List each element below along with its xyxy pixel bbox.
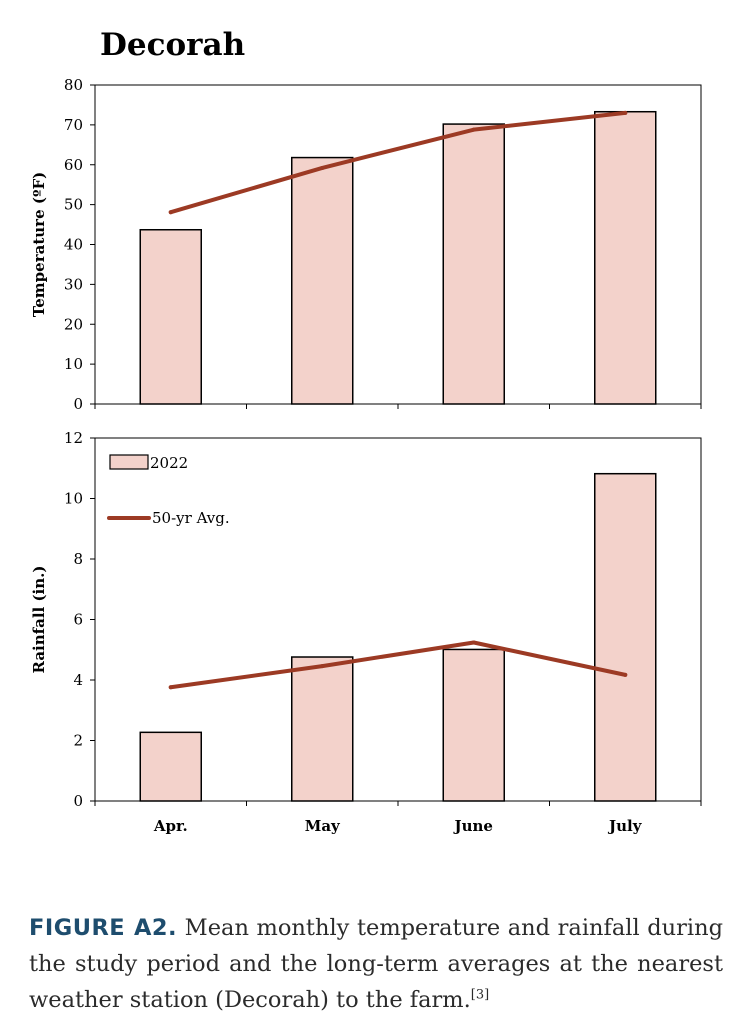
bar-2022 — [139, 731, 202, 802]
caption-reference: [3] — [470, 987, 490, 1003]
bar-2022 — [594, 472, 657, 802]
figure-label: FIGURE A2. — [29, 915, 178, 941]
avg-point — [471, 640, 476, 645]
avg-point — [623, 110, 628, 115]
bar-2022 — [139, 228, 202, 405]
y-axis-label: Temperature (ºF) — [30, 172, 48, 317]
y-tick-label: 10 — [64, 355, 83, 373]
chart-title: Decorah — [100, 27, 245, 63]
legend-line-label: 50-yr Avg. — [152, 509, 230, 527]
y-tick-label: 4 — [73, 671, 83, 689]
legend-bar-label: 2022 — [150, 454, 188, 472]
x-category-label: May — [305, 817, 341, 835]
legend-bar-swatch — [109, 454, 149, 470]
y-tick-label: 20 — [64, 315, 83, 333]
y-tick-label: 0 — [73, 395, 83, 413]
bar-2022 — [291, 156, 354, 405]
caption-text: Mean monthly temperature and rainfall du… — [29, 915, 723, 1013]
y-tick-label: 80 — [64, 76, 83, 94]
avg-point — [168, 210, 173, 215]
bar-2022 — [442, 648, 505, 802]
avg-point — [623, 672, 628, 677]
x-category-label: Apr. — [153, 817, 188, 835]
y-tick-label: 50 — [64, 196, 83, 214]
y-tick-label: 6 — [73, 611, 83, 629]
y-tick-label: 40 — [64, 236, 83, 254]
avg-point — [471, 127, 476, 132]
y-tick-label: 60 — [64, 156, 83, 174]
bar-2022 — [442, 123, 505, 405]
avg-line — [168, 110, 628, 215]
avg-point — [320, 165, 325, 170]
avg-point — [320, 664, 325, 669]
y-axis-label: Rainfall (in.) — [30, 566, 48, 674]
y-tick-label: 10 — [64, 490, 83, 508]
x-category-label: July — [607, 817, 643, 835]
y-tick-label: 30 — [64, 275, 83, 293]
bar-2022 — [594, 110, 657, 405]
y-tick-label: 70 — [64, 116, 83, 134]
avg-point — [168, 685, 173, 690]
x-category-label: June — [453, 817, 493, 835]
bar-2022 — [291, 656, 354, 802]
y-tick-label: 8 — [73, 550, 83, 568]
figure-caption: FIGURE A2. Mean monthly temperature and … — [29, 910, 723, 1018]
y-tick-label: 2 — [73, 732, 83, 750]
y-tick-label: 12 — [64, 429, 83, 447]
y-tick-label: 0 — [73, 792, 83, 810]
avg-line — [168, 640, 628, 690]
